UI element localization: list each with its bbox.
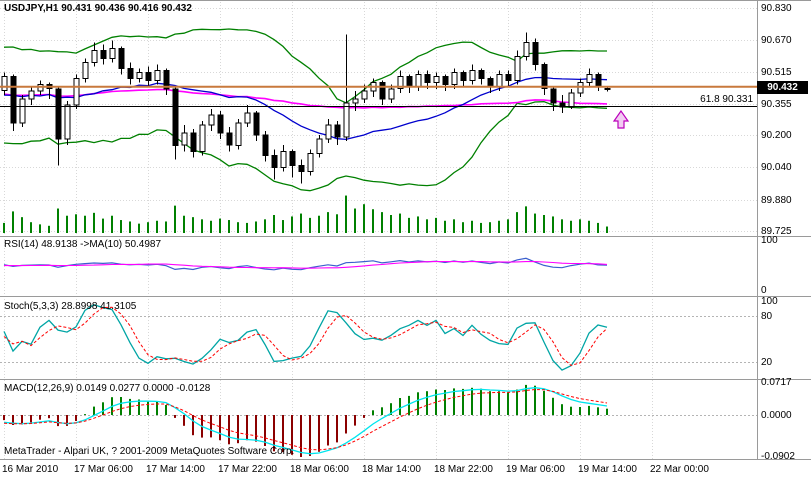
macd-axis-label: 0.0717 <box>761 377 792 388</box>
rsi-axis-label: 100 <box>761 235 778 246</box>
time-axis-label: 22 Mar 00:00 <box>650 464 709 475</box>
stoch-indicator-label: Stoch(5,3,3) 28.8998 41.3105 <box>4 301 137 312</box>
stoch-panel <box>3 303 608 371</box>
fib-level-label[interactable]: 61.8 90.331 <box>700 94 753 105</box>
time-axis-label: 18 Mar 14:00 <box>362 464 421 475</box>
stoch-axis-label: 20 <box>761 357 773 368</box>
price-axis-label: 89.880 <box>761 195 792 206</box>
price-axis-label: 89.725 <box>761 226 792 237</box>
time-axis-label: 16 Mar 2010 <box>2 464 59 475</box>
stoch-axis-label: 80 <box>761 311 773 322</box>
stoch-axis-label: 100 <box>761 296 778 307</box>
time-axis-label: 17 Mar 22:00 <box>218 464 277 475</box>
rsi-panel <box>3 257 608 271</box>
macd-axis-label: 0.0000 <box>761 410 792 421</box>
stoch-main-line <box>3 303 608 371</box>
bollinger-upper-line <box>3 28 607 104</box>
candles-layer[interactable] <box>1 32 611 184</box>
volume-bars <box>3 195 608 233</box>
slow-ma-line <box>3 88 608 109</box>
time-axis-label: 19 Mar 06:00 <box>506 464 565 475</box>
chart-title: USDJPY,H1 90.431 90.436 90.416 90.432 <box>4 3 192 14</box>
price-axis-label: 90.830 <box>761 3 792 14</box>
time-axis-label: 17 Mar 06:00 <box>74 464 133 475</box>
rsi-indicator-label: RSI(14) 48.9138 ->MA(10) 50.4987 <box>4 239 162 250</box>
time-axis-label: 18 Mar 06:00 <box>290 464 349 475</box>
bollinger-lower-line <box>3 101 608 192</box>
price-axis-label: 90.355 <box>761 99 792 110</box>
macd-indicator-label: MACD(12,26,9) 0.0149 0.0277 0.0000 -0.01… <box>4 383 211 394</box>
price-axis-label: 90.515 <box>761 67 792 78</box>
stoch-signal-line <box>3 306 608 366</box>
macd-axis-label: -0.0902 <box>761 451 795 462</box>
time-axis-label: 17 Mar 14:00 <box>146 464 205 475</box>
macd-signal-line <box>3 388 608 451</box>
price-axis-label: 90.200 <box>761 130 792 141</box>
macd-line <box>3 387 608 455</box>
copyright-footer: MetaTrader - Alpari UK, ? 2001-2009 Meta… <box>4 446 295 457</box>
panel-separators <box>0 0 811 460</box>
rsi-axis-label: 0 <box>761 285 767 296</box>
price-axis-label: 90.040 <box>761 162 792 173</box>
price-axis-label: 90.670 <box>761 35 792 46</box>
macd-panel <box>3 384 608 457</box>
rsi-ma-line <box>3 260 608 269</box>
up-arrow-marker[interactable] <box>612 109 630 129</box>
current-price-tag: 90.432 <box>757 81 808 94</box>
time-axis-label: 19 Mar 14:00 <box>578 464 637 475</box>
time-axis-label: 18 Mar 22:00 <box>434 464 493 475</box>
